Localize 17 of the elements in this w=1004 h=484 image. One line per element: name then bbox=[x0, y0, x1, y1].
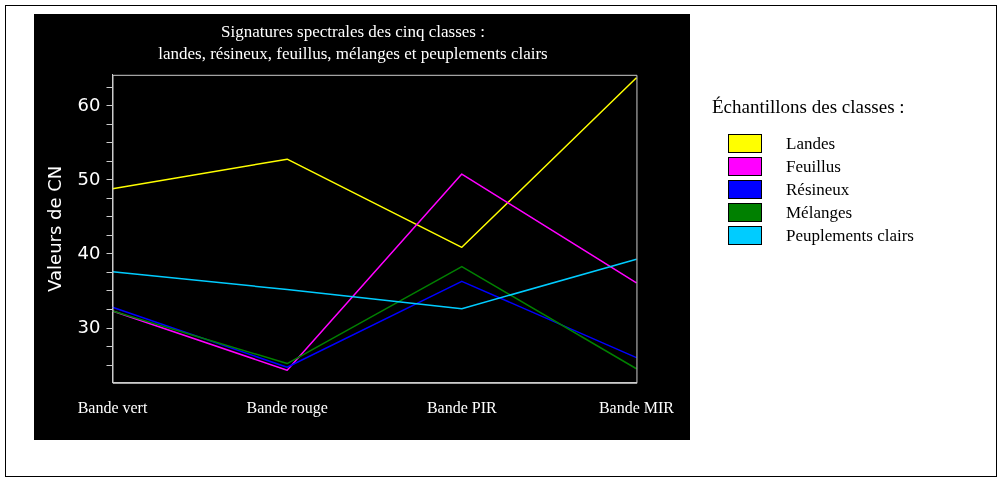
legend-title: Échantillons des classes : bbox=[712, 96, 906, 118]
x-tick-label: Bande PIR bbox=[426, 398, 498, 416]
legend-label: Landes bbox=[786, 133, 836, 154]
y-tick-label: 30 bbox=[77, 315, 101, 337]
legend-label: Feuillus bbox=[786, 156, 841, 177]
y-axis-title: Valeurs de CN bbox=[44, 165, 66, 292]
chart-title: Signatures spectrales des cinq classes : bbox=[221, 21, 485, 41]
legend-label: Mélanges bbox=[786, 202, 853, 223]
chart-subtitle: landes, résineux, feuillus, mélanges et peuplements clairs bbox=[158, 44, 548, 64]
y-tick-label: 50 bbox=[77, 167, 101, 189]
legend-label: Résineux bbox=[786, 179, 850, 200]
legend-label: Peuplements clairs bbox=[786, 225, 914, 246]
y-tick-label: 40 bbox=[77, 241, 101, 263]
x-tick-label: Bande MIR bbox=[598, 398, 675, 416]
x-tick-label: Bande vert bbox=[77, 398, 148, 416]
y-tick-label: 60 bbox=[77, 93, 101, 115]
x-tick-label: Bande rouge bbox=[246, 398, 328, 417]
